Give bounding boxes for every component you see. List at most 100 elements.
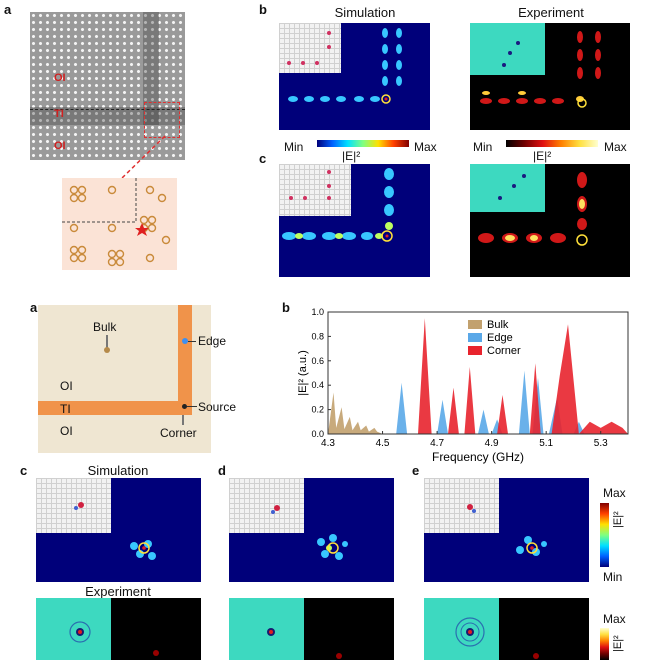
fig2-d-exp-field [267,628,342,659]
x-tick-label: 5.3 [594,438,608,449]
photo-ti-vertical [143,12,159,125]
fig1-c-exp-inset [470,164,545,212]
source-dot [182,404,187,409]
edge-dot [182,338,188,344]
photo-label-oi-bottom: OI [54,140,66,152]
spectrum-ylabel: |E|² (a.u.) [297,350,309,395]
schematic-ti-vertical [178,305,192,415]
fig2-c-sim-map [36,478,201,582]
y-tick-label: 0.2 [311,405,324,415]
fig2-panel-e-label: e [412,463,420,478]
x-tick-label: 4.5 [376,438,390,449]
fig2-panel-a-label: a [30,300,38,315]
fig2-e-sim-inset [424,478,499,533]
bulk-marker [106,335,108,349]
fig1-cbar-min-sim: Min [284,140,304,154]
fig1-colorbar-hot [506,140,598,147]
fig2-c-exp-inset [36,598,111,660]
schematic-source-label: Source [198,400,237,414]
edge-leader [188,341,196,342]
fig1-b-exp-inset [470,23,545,75]
fig2-d-exp-map [229,598,394,660]
fig1-b-sim-map [279,23,430,130]
legend-label-edge: Edge [487,332,513,344]
spectrum-frame [327,311,629,435]
corner-marker [182,415,184,425]
fig1-c-sim-map [279,164,430,277]
fig2-cbar-exp-label: |E|² [612,635,624,652]
fig2-schematic: Bulk Edge Source Corner OI TI OI [38,305,236,453]
fig1-panel-b-label: b [259,2,267,17]
fig1-c-exp-map [470,164,630,277]
fig1-c-sim-inset [279,164,351,216]
fig2-d-exp-inset [229,598,304,660]
fig1-c-exp-field [478,172,588,246]
legend-label-bulk: Bulk [487,319,509,331]
spectrum-ticks: 4.3 4.5 4.7 4.9 5.1 5.3 0.0 0.2 0.4 0.6 0.8 1.0 [311,307,608,449]
lattice-photo: OI TI OI [30,12,185,160]
fig2-panel-d-label: d [218,463,226,478]
fig2-c-sim-field [74,502,156,560]
x-tick-label: 4.3 [321,438,335,449]
fig2-panel-c-label: c [20,463,28,478]
series-area-bulk [328,392,383,434]
fig2-d-sim-map [229,478,394,582]
x-tick-label: 5.1 [539,438,553,449]
figure-2: a Bulk Edge Source Corner OI TI OI b 4.3… [0,300,660,660]
fig2-cbar-sim-label: |E|² [612,511,624,528]
y-tick-label: 0.8 [311,331,324,341]
fig2-e-exp-field [455,617,539,659]
photo-ti-stripe [30,107,185,125]
legend-swatch-edge [468,333,482,342]
fig2-colorbar-hot [600,628,609,660]
schematic-corner-label: Corner [160,426,197,440]
unit-cell-schematic [62,178,177,270]
fig1-sim-title: Simulation [334,5,396,20]
fig2-c-exp-map [36,598,201,660]
legend-swatch-corner [468,346,482,355]
fig2-c-exp-field [69,621,159,656]
photo-dashed-boundary [30,109,185,110]
photo-label-ti: TI [54,108,64,120]
fig1-b-sim-field [287,28,402,104]
fig1-colorbar-jet [317,140,409,147]
fig2-sim-title: Simulation [87,463,149,478]
spectrum-xlabel: Frequency (GHz) [432,450,524,464]
fig1-cbar-label-sim: |E|² [342,149,361,163]
fig2-d-sim-inset [229,478,304,533]
y-tick-label: 0.4 [311,380,324,390]
schematic-bulk-label: Bulk [93,320,117,334]
fig1-b-exp-field [480,31,601,108]
fig2-cbar-sim-min: Min [603,570,623,584]
fig1-b-exp-map [470,23,630,130]
fig2-exp-title: Experiment [85,584,151,599]
fig1-c-sim-field [282,168,394,242]
fig1-cbar-max-exp: Max [604,140,627,154]
zoom-box [144,102,180,138]
fig2-d-sim-field [271,505,348,560]
spectrum-chart: 4.3 4.5 4.7 4.9 5.1 5.3 0.0 0.2 0.4 0.6 0.8 1.0 Fre… [297,307,629,464]
schematic-oi-top: OI [60,379,73,393]
unit-cell-drawing [62,178,171,267]
fig2-cbar-sim-max: Max [603,486,626,500]
fig2-colorbar-jet [600,503,609,567]
y-tick-label: 0.0 [311,429,324,439]
fig1-panel-a-label: a [4,2,12,17]
fig2-e-sim-map [424,478,589,582]
fig1-panel-c-label: c [259,151,267,166]
fig1-cbar-min-exp: Min [473,140,493,154]
y-tick-label: 0.6 [311,356,324,366]
figure-1: a OI TI OI [0,0,660,285]
fig2-c-sim-inset [36,478,111,533]
schematic-ti-horizontal [38,401,192,415]
spectrum-marks [328,318,628,434]
legend-label-corner: Corner [487,345,521,357]
zoom-connector [119,135,166,181]
schematic-edge-label: Edge [198,334,227,348]
fig1-exp-title: Experiment [518,5,584,20]
schematic-oi-bottom: OI [60,424,73,438]
fig2-panel-b-label: b [282,300,290,315]
fig2-e-sim-field [467,504,547,556]
fig1-cbar-max-sim: Max [414,140,437,154]
